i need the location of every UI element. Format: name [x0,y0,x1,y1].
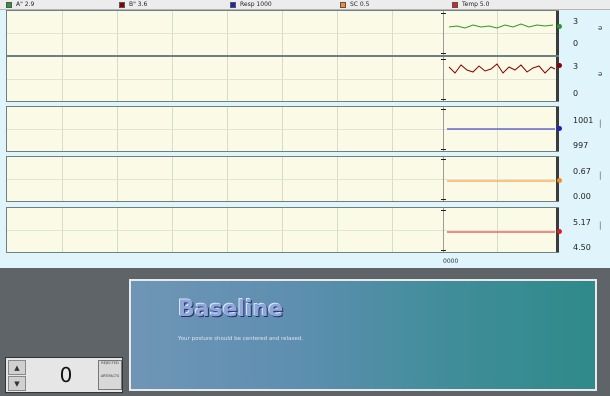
time-cursor [443,11,444,55]
scale-max: 1001 [573,116,594,125]
time-cursor [443,157,444,201]
artifact-panel-line1: REJECTED [101,361,119,365]
panel-separator [556,57,559,101]
scale-min: 0 [573,39,579,48]
legend-swatch-icon [452,1,458,8]
legend-bar: A" 2.9 B" 3.6 Resp 1000 SC 0.5 Temp 5.0 [0,0,610,10]
side-mark: │ [598,222,603,230]
time-axis-label: 0000 [443,258,459,265]
legend-label: Resp 1000 [240,1,272,8]
scale-min: 4.50 [573,243,591,252]
counter-value: 0 [59,363,73,387]
level-marker-icon[interactable] [557,178,562,183]
legend-swatch-icon [119,1,125,8]
baseline-subtitle: Your posture should be centered and rela… [178,336,304,342]
signal-trace-a [448,23,554,29]
level-marker-icon[interactable] [557,126,562,131]
scale-max: 3 [573,17,579,26]
scale-min: 0.00 [573,192,591,201]
panel-separator [556,11,559,55]
counter-up-button[interactable]: ▲ [8,360,26,375]
chart-area: A" 2.9 B" 3.6 Resp 1000 SC 0.5 Temp 5.0 [0,0,610,268]
down-arrow-icon: ▼ [14,379,20,388]
legend-swatch-icon [340,1,346,8]
scale-max: 5.17 [573,218,591,227]
side-mark: │ [598,172,603,180]
scale-max: 0.67 [573,167,591,176]
legend-label: SC 0.5 [350,1,370,8]
signal-panel-sc [6,156,559,202]
side-mark: ə [598,24,603,32]
level-marker-icon[interactable] [557,24,562,29]
legend-item-a[interactable]: A" 2.9 [6,0,34,9]
legend-label: B" 3.6 [129,1,148,8]
time-cursor [443,107,444,151]
legend-label: A" 2.9 [16,1,35,8]
signal-trace-temp [447,231,555,233]
counter-control: ▲ ▼ 0 REJECTED ARTIFACTS [5,357,123,393]
signal-panel-resp [6,106,559,152]
signal-trace-sc [447,180,555,182]
legend-item-b[interactable]: B" 3.6 [119,0,147,9]
signal-panel-a [6,10,559,56]
artifact-panel[interactable]: REJECTED ARTIFACTS [98,360,122,390]
legend-item-resp[interactable]: Resp 1000 [230,0,272,9]
scale-min: 0 [573,89,579,98]
up-arrow-icon: ▲ [14,363,20,372]
scale-max: 3 [573,62,579,71]
level-marker-icon[interactable] [557,63,562,68]
legend-label: Temp 5.0 [462,1,490,8]
level-marker-icon[interactable] [557,229,562,234]
signal-panel-b [6,56,559,102]
signal-trace-b [448,63,556,74]
legend-item-sc[interactable]: SC 0.5 [340,0,369,9]
scale-min: 997 [573,141,589,150]
baseline-title: Baseline [178,297,284,322]
signal-trace-resp [447,128,555,130]
side-mark: ə [598,70,603,78]
legend-item-temp[interactable]: Temp 5.0 [452,0,489,9]
time-cursor [443,57,444,101]
legend-swatch-icon [6,1,12,8]
legend-swatch-icon [230,1,236,8]
signal-panel-temp [6,207,559,253]
time-cursor [443,208,444,252]
instruction-panel: Baseline Your posture should be centered… [129,279,597,391]
side-mark: │ [598,120,603,128]
artifact-panel-line2: ARTIFACTS [100,374,120,378]
counter-down-button[interactable]: ▼ [8,376,26,391]
